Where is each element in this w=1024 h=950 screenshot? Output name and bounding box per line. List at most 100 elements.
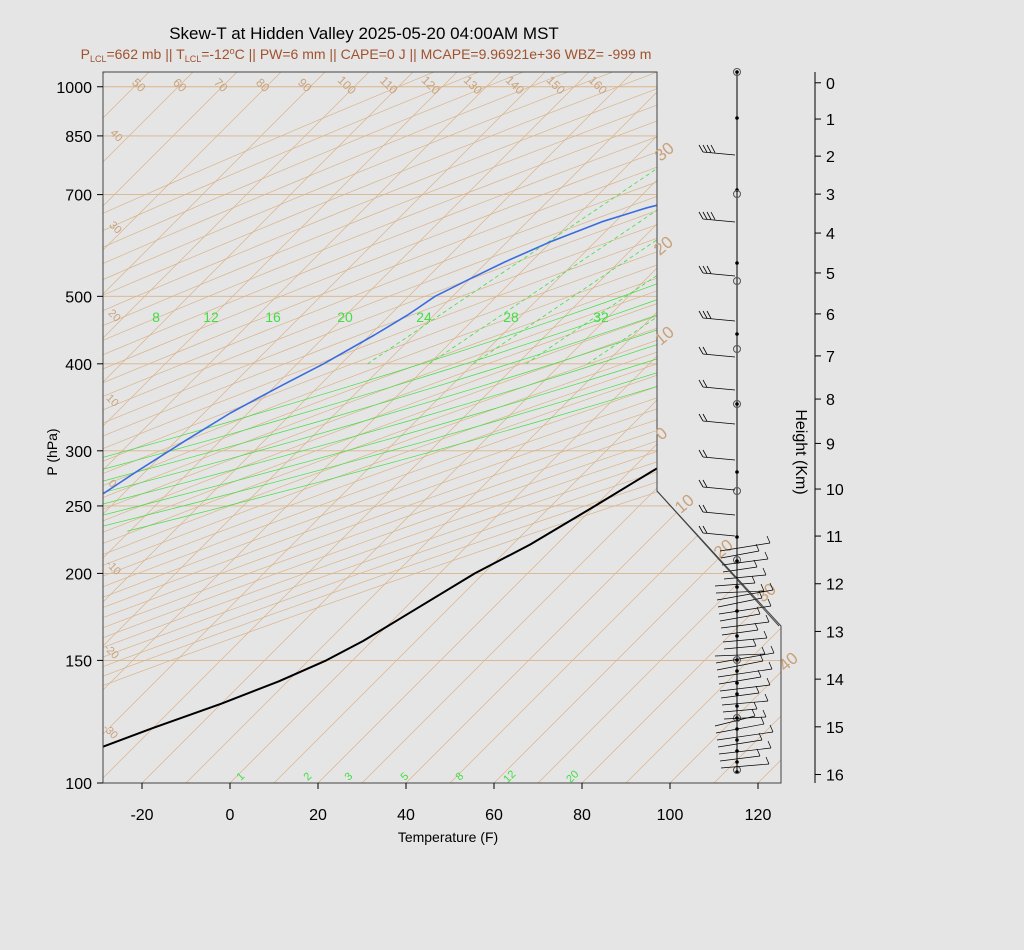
wind-barb <box>756 748 761 757</box>
height-tick-label: 0 <box>826 76 835 93</box>
wind-barb <box>764 551 769 560</box>
wind-barb <box>721 700 769 706</box>
isotherm-line <box>493 72 781 783</box>
wind-barb <box>751 575 756 584</box>
profile-layer <box>103 91 781 783</box>
wind-barb <box>715 590 765 594</box>
x-tick-label: 80 <box>573 807 591 824</box>
wind-barb <box>702 144 708 153</box>
dry-adiabat-line <box>103 72 781 783</box>
isotherm-line <box>103 72 502 783</box>
wind-barb <box>706 211 712 220</box>
dry-adiabat-line <box>103 72 781 783</box>
wind-barb <box>723 574 767 580</box>
wind-barb <box>768 661 773 670</box>
wind-barb <box>702 486 736 491</box>
wind-barb <box>719 613 761 622</box>
x-tick-label: 40 <box>397 807 415 824</box>
wind-barb <box>751 708 756 717</box>
height-tick-label: 14 <box>826 672 844 689</box>
wind-barb <box>698 449 704 458</box>
wind-barb <box>722 708 758 713</box>
dry-adiabat-line <box>103 72 613 783</box>
x-tick-label: 60 <box>485 807 503 824</box>
isotherm-line <box>103 72 546 783</box>
wind-level-dot <box>735 692 739 696</box>
height-tick-label: 11 <box>826 529 843 546</box>
wind-level-dot <box>735 585 739 589</box>
chart-title: Skew-T at Hidden Valley 2025-05-20 04:00… <box>169 24 559 43</box>
wind-barb <box>702 310 708 319</box>
dry-adiabat-line <box>103 72 781 783</box>
wind-barb <box>721 629 759 636</box>
wind-level-dot <box>735 704 739 708</box>
wind-barb <box>710 144 716 153</box>
wind-barb <box>769 724 774 733</box>
height-axis-label: Height (Km) <box>792 409 809 494</box>
dry-adiabat-line <box>103 72 781 783</box>
wind-barb <box>714 715 756 727</box>
x-tick-label: 20 <box>309 807 327 824</box>
dry-adiabat-line <box>103 72 781 783</box>
isotherm-line <box>103 72 370 783</box>
wind-barb <box>698 144 704 153</box>
wind-barb <box>759 653 764 662</box>
mixing-ratio-label: 12 <box>203 309 219 325</box>
dry-adiabat-line <box>103 72 781 783</box>
isotherm-line <box>103 72 722 783</box>
wind-barb <box>762 709 767 718</box>
height-tick-label: 9 <box>826 436 835 453</box>
wind-barb <box>770 645 775 654</box>
isotherm-line <box>103 72 282 783</box>
wind-barb <box>702 479 708 488</box>
wind-barb <box>755 685 760 694</box>
wind-barb <box>722 566 758 573</box>
wind-barb <box>757 669 762 678</box>
moist-adiabat-line <box>103 72 781 532</box>
dry-adiabat-line <box>103 72 781 783</box>
wind-barb <box>719 755 761 762</box>
dry-adiabat-line <box>103 72 702 783</box>
wind-level-dot <box>735 470 739 474</box>
mixing-ratio-label: 8 <box>152 309 160 325</box>
dry-adiabat-line <box>103 72 524 783</box>
moist-adiabat-line <box>103 72 781 532</box>
height-tick-label: 1 <box>826 112 835 129</box>
wind-level-dot <box>735 559 739 563</box>
isotherm-line <box>229 72 781 783</box>
height-tick-label: 12 <box>826 577 844 594</box>
y-tick-label: 700 <box>65 188 92 205</box>
dry-adiabat-line <box>103 72 781 783</box>
wind-barb <box>702 525 708 534</box>
height-tick-label: 6 <box>826 307 835 324</box>
wind-barb <box>702 386 736 391</box>
wind-level-ring <box>733 487 741 495</box>
dry-adiabat-line <box>103 72 781 783</box>
wind-barb <box>753 701 758 710</box>
wind-barb <box>702 449 708 458</box>
wind-barb <box>717 739 763 748</box>
y-tick-label: 100 <box>65 776 92 793</box>
wind-barb <box>764 693 769 702</box>
mixing-ratio-label: 28 <box>503 309 519 325</box>
wind-barb <box>761 646 766 655</box>
wind-barb <box>698 379 704 388</box>
wind-barb <box>702 353 736 358</box>
wind-level-dot <box>735 634 739 638</box>
axis-layer: -20 0 20 40 60 80 100 1201001502002503004005007… <box>56 72 844 824</box>
wind-barb <box>698 504 704 513</box>
wind-barb <box>752 638 757 647</box>
isotherm-line <box>449 72 781 783</box>
dry-adiabat-line <box>103 72 781 783</box>
height-tick-label: 4 <box>826 226 835 243</box>
wind-barb <box>702 265 708 274</box>
height-tick-label: 5 <box>826 266 835 283</box>
wind-barb <box>706 265 712 274</box>
wind-barb <box>723 716 767 720</box>
wind-barb <box>718 676 762 685</box>
isotherm-line <box>103 72 678 783</box>
height-tick-label: 15 <box>826 720 844 737</box>
wind-level-ring <box>733 400 741 408</box>
wind-barb <box>702 151 736 156</box>
